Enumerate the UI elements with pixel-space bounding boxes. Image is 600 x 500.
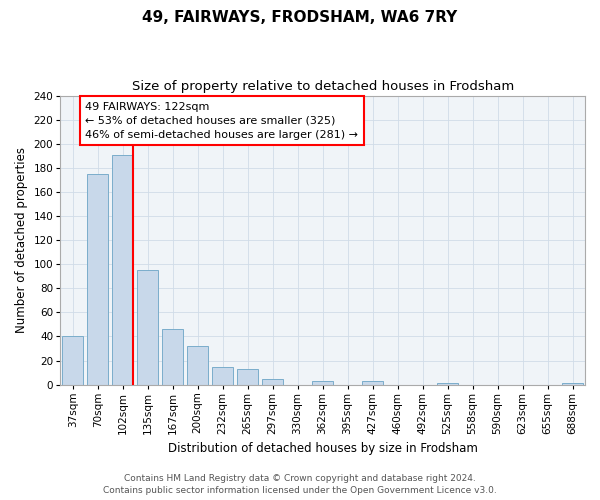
Bar [112, 154, 133, 384]
Text: 49, FAIRWAYS, FRODSHAM, WA6 7RY: 49, FAIRWAYS, FRODSHAM, WA6 7RY [142, 10, 458, 25]
Bar [212, 366, 233, 384]
Y-axis label: Number of detached properties: Number of detached properties [15, 147, 28, 333]
Bar [312, 381, 333, 384]
Bar [137, 270, 158, 384]
Bar [237, 369, 258, 384]
Bar [362, 381, 383, 384]
Bar [87, 174, 109, 384]
Bar [187, 346, 208, 385]
Bar [62, 336, 83, 384]
Text: Contains HM Land Registry data © Crown copyright and database right 2024.
Contai: Contains HM Land Registry data © Crown c… [103, 474, 497, 495]
Title: Size of property relative to detached houses in Frodsham: Size of property relative to detached ho… [131, 80, 514, 93]
Bar [162, 329, 184, 384]
Text: 49 FAIRWAYS: 122sqm
← 53% of detached houses are smaller (325)
46% of semi-detac: 49 FAIRWAYS: 122sqm ← 53% of detached ho… [85, 102, 358, 140]
X-axis label: Distribution of detached houses by size in Frodsham: Distribution of detached houses by size … [167, 442, 478, 455]
Bar [262, 378, 283, 384]
